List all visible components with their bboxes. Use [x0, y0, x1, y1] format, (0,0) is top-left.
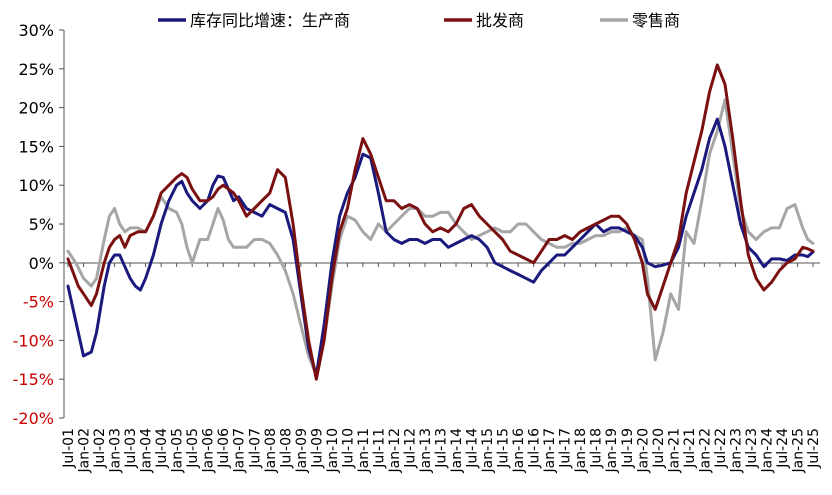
x-tick-label: Jan-18 — [573, 428, 589, 473]
x-tick-label: Jul-09 — [309, 428, 325, 469]
y-tick-label: 10% — [18, 176, 54, 195]
y-tick-label: -15% — [13, 370, 54, 389]
x-tick-label: Jul-19 — [620, 428, 636, 469]
x-tick-label: Jan-21 — [666, 428, 682, 473]
y-tick-label: -10% — [13, 331, 54, 350]
x-tick-label: Jan-07 — [232, 428, 248, 473]
x-tick-label: Jan-16 — [511, 428, 527, 474]
x-tick-label: Jan-13 — [418, 428, 434, 473]
x-tick-label: Jan-10 — [325, 428, 341, 473]
series-line-0 — [66, 117, 815, 377]
x-tick-label: Jan-09 — [294, 428, 310, 473]
y-tick-label: -20% — [13, 409, 54, 428]
x-tick-label: Jul-14 — [465, 428, 481, 469]
x-tick-label: Jan-24 — [759, 428, 775, 474]
x-tick-label: Jul-06 — [216, 428, 232, 469]
x-tick-label: Jul-02 — [92, 428, 108, 469]
x-tick-label: Jan-25 — [790, 428, 806, 473]
x-tick-label: Jan-04 — [139, 428, 155, 474]
x-tick-label: Jul-16 — [527, 428, 543, 469]
y-tick-label: 5% — [29, 215, 54, 234]
x-axis: Jul-01 Jan-02 Jul-02 Jan-03 Jul-03 Jan-04 Jul-… — [61, 262, 822, 474]
series-line-1 — [66, 63, 815, 381]
x-tick-label: Jul-15 — [496, 428, 512, 469]
legend-label-0: 库存同比增速：生产商 — [190, 11, 350, 30]
x-tick-label: Jan-22 — [697, 428, 713, 473]
x-tick-label: Jul-10 — [340, 428, 356, 469]
x-tick-label: Jul-21 — [682, 428, 698, 469]
x-tick-label: Jul-07 — [247, 428, 263, 469]
chart-legend: 库存同比增速：生产商 批发商 零售商 — [158, 11, 680, 30]
x-tick-label: Jan-20 — [635, 428, 651, 473]
x-tick-label: Jan-17 — [542, 428, 558, 473]
y-tick-label: 30% — [18, 21, 54, 40]
x-tick-label: Jul-05 — [185, 428, 201, 469]
x-tick-label: Jan-19 — [604, 428, 620, 473]
legend-label-2: 零售商 — [632, 11, 680, 30]
x-tick-label: Jul-12 — [402, 428, 418, 469]
x-tick-label: Jan-15 — [480, 428, 496, 473]
y-tick-label: 0% — [29, 254, 54, 273]
x-tick-label: Jan-08 — [263, 428, 279, 473]
x-tick-label: Jan-12 — [387, 428, 403, 473]
y-tick-label: 15% — [18, 137, 54, 156]
x-tick-label: Jul-11 — [371, 428, 387, 469]
x-tick-label: Jul-25 — [806, 428, 822, 469]
x-tick-label: Jul-18 — [589, 428, 605, 469]
series-line-2 — [66, 98, 815, 377]
x-tick-label: Jul-22 — [713, 428, 729, 469]
x-tick-label: Jan-05 — [170, 428, 186, 473]
x-tick-label: Jul-20 — [651, 428, 667, 469]
x-tick-label: Jul-24 — [775, 428, 791, 469]
y-tick-label: 25% — [18, 60, 54, 79]
y-axis: 30% 25% 20% 15% 10% 5% 0% -5% -10% -15% -20% — [13, 21, 65, 428]
y-tick-label: -5% — [23, 293, 54, 312]
legend-label-1: 批发商 — [476, 11, 524, 30]
x-tick-label: Jan-23 — [728, 428, 744, 473]
series-layer — [66, 63, 815, 381]
x-tick-label: Jan-11 — [356, 428, 372, 473]
x-tick-label: Jul-17 — [558, 428, 574, 469]
x-tick-label: Jul-08 — [278, 428, 294, 469]
x-tick-label: Jan-03 — [108, 428, 124, 473]
x-tick-label: Jul-23 — [744, 428, 760, 469]
x-tick-label: Jul-03 — [123, 428, 139, 469]
x-tick-label: Jul-04 — [154, 428, 170, 469]
x-tick-label: Jan-14 — [449, 428, 465, 474]
x-tick-label: Jan-06 — [201, 428, 217, 474]
x-tick-label: Jul-01 — [61, 428, 77, 469]
y-tick-label: 20% — [18, 99, 54, 118]
x-tick-label: Jul-13 — [434, 428, 450, 469]
x-tick-label: Jan-02 — [77, 428, 93, 473]
